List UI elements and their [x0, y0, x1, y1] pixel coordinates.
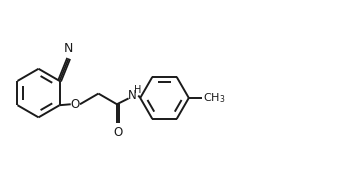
Text: CH$_3$: CH$_3$ [203, 91, 225, 105]
Text: O: O [113, 126, 122, 139]
Text: N: N [128, 89, 137, 102]
Text: N: N [64, 42, 73, 55]
Text: O: O [70, 98, 80, 111]
Text: H: H [133, 85, 141, 95]
